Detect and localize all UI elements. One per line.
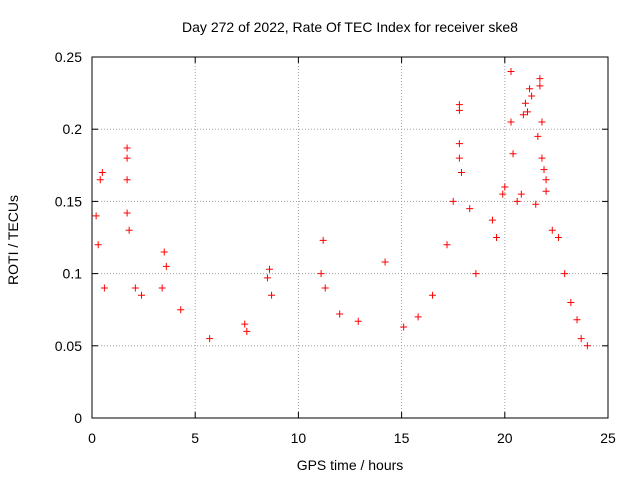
data-point — [577, 335, 585, 343]
data-point — [519, 111, 527, 119]
data-point — [528, 92, 536, 100]
data-point — [457, 169, 465, 177]
y-axis-label: ROTI / TECUs — [5, 195, 21, 285]
data-point — [94, 241, 102, 249]
data-point — [455, 106, 463, 114]
data-point — [538, 154, 546, 162]
tick-labels: 0 5 10 15 20 25 0 0.05 0.1 0.15 0.2 0.25 — [55, 49, 616, 446]
data-point — [321, 284, 329, 292]
data-point — [536, 75, 544, 83]
data-point — [319, 236, 327, 244]
data-point — [507, 67, 515, 75]
data-point — [521, 99, 529, 107]
data-point — [488, 216, 496, 224]
data-point — [414, 313, 422, 321]
data-point — [507, 118, 515, 126]
data-point — [499, 190, 507, 198]
data-point — [263, 274, 271, 282]
y-tick-label: 0 — [74, 410, 82, 426]
data-point — [509, 150, 517, 158]
data-points — [92, 67, 591, 350]
y-tick-label: 0.15 — [55, 193, 82, 209]
data-point — [548, 226, 556, 234]
data-point — [206, 335, 214, 343]
data-point — [542, 176, 550, 184]
data-point — [554, 234, 562, 241]
data-point — [123, 144, 131, 152]
data-point — [472, 270, 480, 278]
x-tick-label: 20 — [497, 430, 513, 446]
x-tick-label: 5 — [191, 430, 199, 446]
data-point — [125, 226, 133, 234]
data-point — [123, 209, 131, 217]
data-point — [268, 291, 276, 299]
axis-ticks — [91, 56, 609, 419]
data-point — [96, 176, 104, 184]
data-point — [513, 197, 521, 205]
data-point — [524, 108, 532, 116]
data-point — [449, 197, 457, 205]
data-point — [336, 310, 344, 318]
data-point — [538, 118, 546, 126]
data-point — [501, 183, 509, 191]
plot-frame — [91, 56, 609, 419]
y-tick-label: 0.1 — [63, 266, 83, 282]
data-point — [532, 200, 540, 208]
data-point — [540, 166, 548, 174]
data-point — [354, 317, 362, 325]
data-point — [526, 85, 534, 93]
data-point — [536, 82, 544, 90]
data-point — [493, 234, 501, 241]
data-point — [561, 270, 569, 278]
x-tick-label: 15 — [394, 430, 410, 446]
grid — [92, 57, 608, 418]
data-point — [573, 316, 581, 324]
data-point — [443, 241, 451, 249]
data-point — [177, 306, 185, 314]
data-point — [138, 291, 146, 299]
y-tick-label: 0.2 — [63, 121, 83, 137]
data-point — [542, 187, 550, 195]
data-point — [400, 323, 408, 331]
data-point — [158, 284, 166, 292]
data-point — [241, 320, 249, 328]
data-point — [466, 205, 474, 213]
data-point — [92, 212, 100, 220]
x-tick-label: 25 — [600, 430, 616, 446]
data-point — [317, 270, 325, 278]
data-point — [162, 262, 170, 270]
data-point — [100, 284, 108, 292]
data-point — [98, 169, 106, 177]
data-point — [243, 327, 251, 335]
y-tick-label: 0.05 — [55, 338, 82, 354]
x-tick-label: 0 — [88, 430, 96, 446]
data-point — [123, 154, 131, 162]
data-point — [517, 190, 525, 198]
data-point — [455, 154, 463, 162]
x-axis-label: GPS time / hours — [297, 457, 404, 473]
data-point — [123, 176, 131, 184]
x-tick-label: 10 — [291, 430, 307, 446]
data-point — [567, 298, 575, 306]
data-point — [266, 265, 274, 273]
y-tick-label: 0.25 — [55, 49, 82, 65]
data-point — [534, 132, 542, 140]
chart-title: Day 272 of 2022, Rate Of TEC Index for r… — [182, 19, 518, 35]
data-point — [381, 258, 389, 266]
data-point — [429, 291, 437, 299]
data-point — [131, 284, 139, 292]
data-point — [455, 140, 463, 148]
data-point — [160, 248, 168, 256]
data-point — [583, 342, 591, 350]
